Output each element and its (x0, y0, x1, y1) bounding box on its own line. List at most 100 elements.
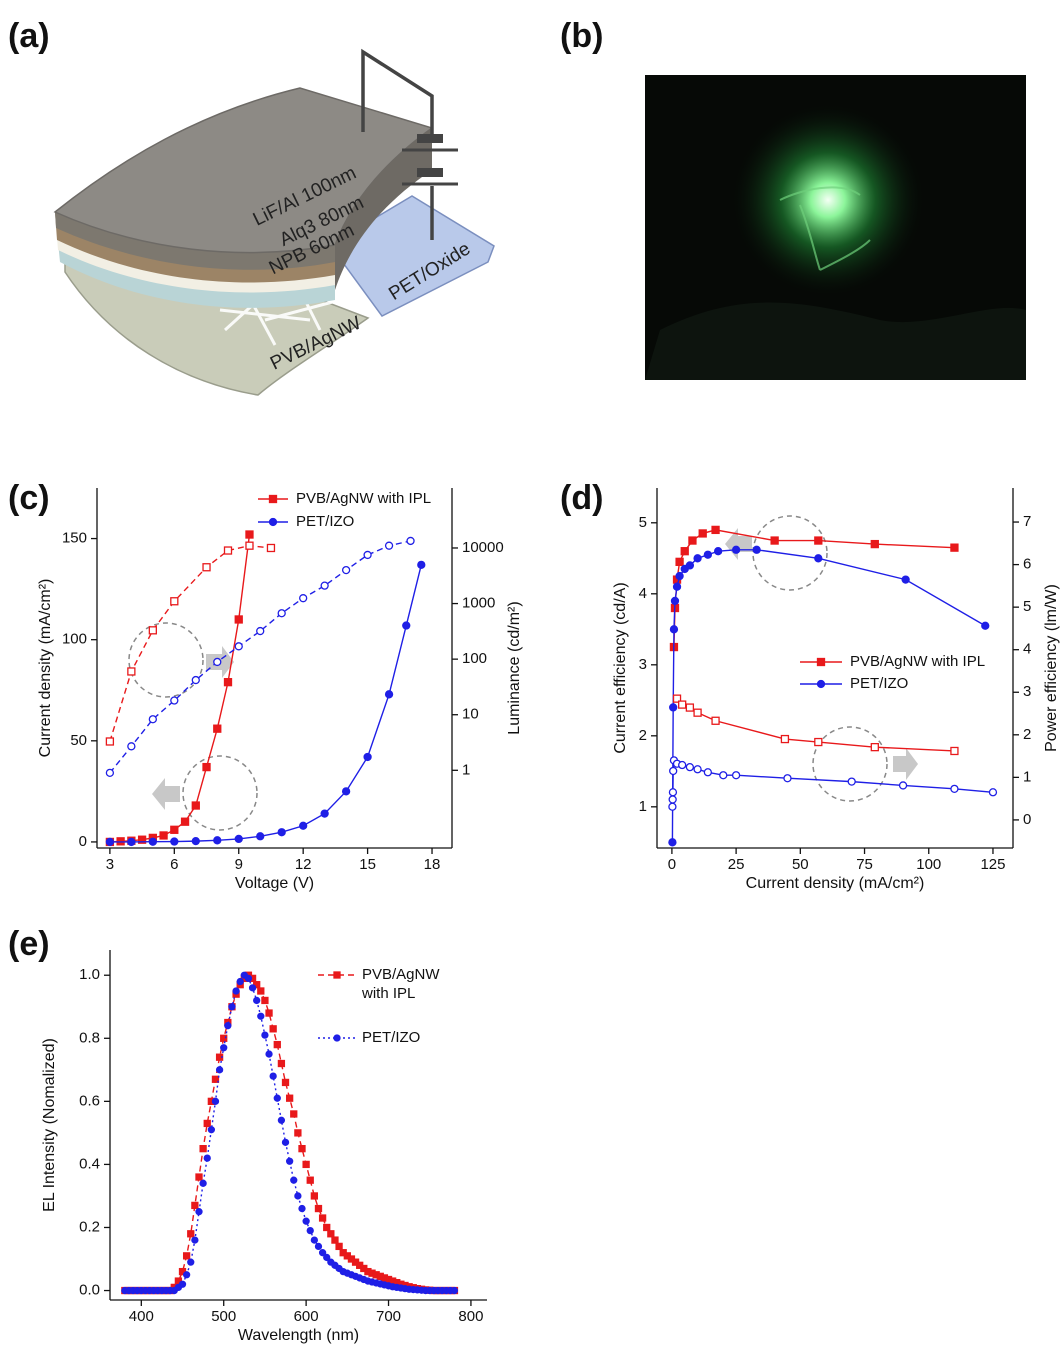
plot-area (105, 530, 426, 847)
marker (363, 752, 372, 762)
series-line (671, 549, 986, 843)
marker (847, 777, 856, 786)
x-tick-label: 3 (106, 856, 114, 873)
series-line (109, 564, 422, 843)
y2-tick-label: 6 (1023, 556, 1031, 573)
marker (277, 1059, 286, 1068)
x-tick-label: 25 (728, 856, 745, 873)
marker (191, 1201, 199, 1210)
marker (711, 716, 720, 725)
y2-tick-label: 100 (462, 650, 487, 667)
x-axis-title: Current density (mA/cm²) (746, 875, 925, 892)
marker (180, 817, 190, 826)
marker (402, 621, 411, 630)
series-line (124, 974, 455, 1292)
marker (685, 762, 695, 772)
marker (257, 987, 265, 995)
marker (318, 1214, 327, 1222)
battery-plate (417, 168, 443, 177)
device-photo (645, 75, 1026, 380)
marker (148, 837, 157, 846)
marker (236, 977, 244, 986)
marker (105, 768, 115, 777)
legend-label: PVB/AgNW with IPL (296, 490, 431, 507)
marker (220, 1044, 228, 1052)
marker (323, 1223, 331, 1232)
marker (290, 1110, 298, 1118)
panel-label: (e) (8, 925, 50, 963)
x-tick-label: 125 (980, 856, 1005, 873)
marker (234, 642, 243, 651)
marker (675, 557, 684, 566)
marker (335, 1242, 343, 1251)
marker (950, 784, 959, 794)
y2-tick-label: 1 (462, 761, 470, 778)
y2-tick-label: 3 (1023, 683, 1031, 700)
x-tick-label: 15 (359, 856, 376, 873)
marker (273, 1040, 281, 1049)
marker (814, 536, 823, 545)
legend-label: PVB/AgNW with IPL (850, 653, 985, 670)
y2-axis-title: Luminance (cd/m²) (506, 601, 523, 734)
x-tick-label: 600 (294, 1308, 319, 1325)
marker (711, 525, 720, 535)
y-tick-label: 0.2 (79, 1218, 100, 1235)
marker (127, 837, 136, 847)
y2-tick-label: 10 (462, 706, 479, 723)
marker (277, 828, 286, 837)
plot-area (121, 971, 459, 1295)
marker (199, 1144, 207, 1153)
marker (306, 1226, 314, 1235)
annotation-arrow (152, 528, 918, 810)
marker (719, 771, 728, 780)
y2-tick-label: 1 (1023, 768, 1031, 785)
marker (187, 1258, 195, 1266)
x-tick-label: 700 (376, 1308, 401, 1325)
y-tick-label: 0.8 (79, 1029, 100, 1046)
y2-tick-label: 10000 (462, 539, 504, 556)
marker (148, 626, 157, 635)
marker (320, 581, 329, 590)
series-line (109, 544, 272, 742)
marker (898, 781, 908, 790)
panel-label: (a) (8, 17, 50, 55)
plot-area (668, 525, 998, 847)
x-tick-label: 500 (211, 1308, 236, 1325)
marker (310, 1192, 319, 1200)
marker (675, 571, 684, 581)
marker (257, 1012, 265, 1020)
marker (223, 546, 233, 555)
y-tick-label: 0.6 (79, 1092, 100, 1109)
y-tick-label: 1 (639, 798, 647, 815)
y-tick-label: 3 (639, 656, 647, 673)
marker (901, 575, 910, 584)
marker (281, 1078, 290, 1087)
marker (341, 565, 351, 575)
marker (211, 1075, 220, 1083)
marker (203, 1119, 211, 1128)
x-tick-label: 100 (916, 856, 941, 873)
marker (199, 1179, 207, 1187)
marker (298, 1144, 306, 1153)
y-tick-label: 4 (639, 585, 647, 602)
marker (294, 1192, 302, 1200)
legend-label: PET/IZO (296, 513, 354, 530)
marker (105, 737, 115, 746)
marker (285, 1157, 294, 1165)
marker (256, 626, 265, 636)
y2-tick-label: 5 (1023, 598, 1031, 615)
legend-marker (268, 494, 278, 504)
y-tick-label: 50 (70, 732, 87, 749)
marker (302, 1160, 310, 1169)
marker (234, 834, 243, 844)
marker (310, 1236, 319, 1244)
marker (752, 545, 761, 554)
y2-tick-label: 0 (1023, 811, 1031, 828)
marker (170, 696, 179, 705)
y-axis-title: EL Intensity (Nomalized) (41, 1038, 58, 1212)
marker (783, 774, 792, 783)
marker (406, 536, 415, 546)
marker (950, 746, 959, 756)
